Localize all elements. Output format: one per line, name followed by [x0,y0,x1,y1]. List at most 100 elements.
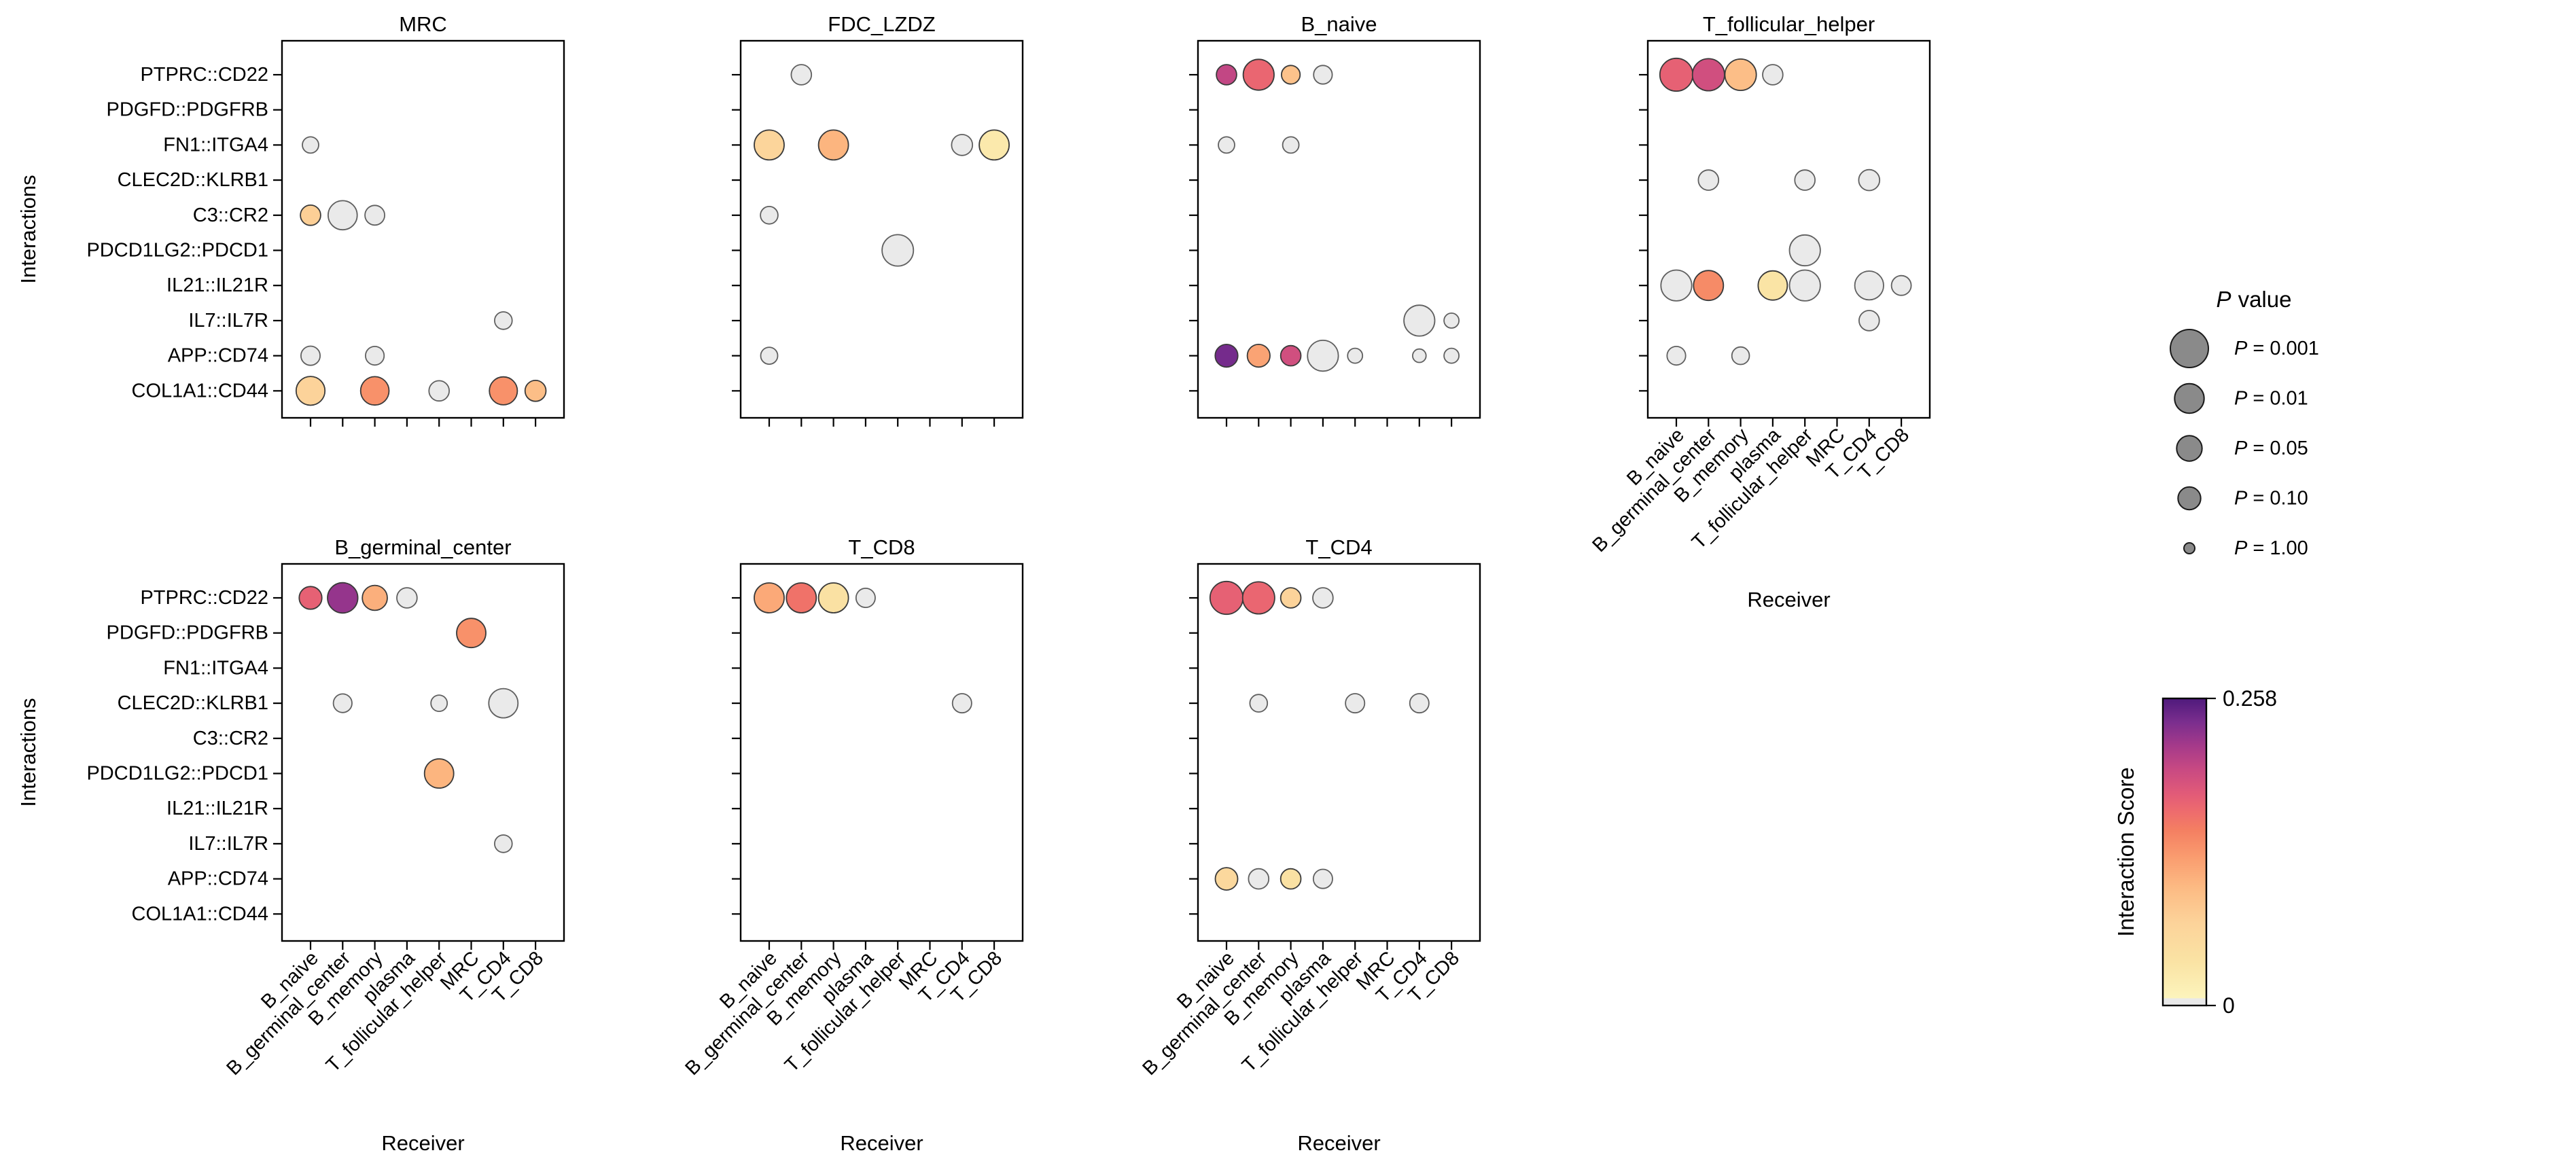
bubble [1241,581,1275,615]
legend-entry-text: = 0.001 [2253,338,2319,359]
bubble [790,64,813,86]
y-tick-label: IL7::IL7R [188,310,268,332]
legend-entry-label: P = 0.10 [2234,488,2308,510]
bubble [1693,270,1725,302]
panel-T_CD4: T_CD4B_naiveB_germinal_centerB_memorypla… [1138,535,1481,1155]
y-tick-label: C3::CR2 [193,204,268,226]
panel-border [281,563,565,942]
p-symbol: P [2234,488,2248,510]
bubble [1246,343,1271,368]
bubble [300,204,321,226]
bubble [1313,65,1333,85]
bubble [1248,868,1270,890]
colorbar-title: Interaction Score [2113,767,2138,936]
bubble [428,380,451,402]
p-symbol: P [2217,287,2231,312]
bubble [1762,64,1784,86]
y-tick-label: PDGFD::PDGFRB [107,99,268,121]
bubble [951,693,972,714]
bubble [302,136,319,154]
bubble [1409,693,1430,714]
y-tick-label: IL21::IL21R [166,798,268,819]
x-axis-label: Receiver [840,1131,923,1155]
bubble [1312,868,1333,889]
p-symbol: P [2234,338,2248,359]
bubble [1403,304,1436,337]
legend-size-circle [2176,435,2203,462]
y-tick-label: APP::CD74 [168,868,268,890]
bubble [1216,64,1237,86]
bubble [328,200,358,231]
bubble [1757,270,1788,301]
bubble [1312,587,1334,609]
legend-entry-label: P = 0.05 [2234,438,2308,459]
bubble [1280,587,1302,609]
panel-border [739,563,1024,942]
bubble [1660,269,1693,302]
bubble [396,587,418,609]
panel-title: B_germinal_center [334,535,511,559]
bubble [1214,343,1239,368]
p-title-rest: value [2238,287,2292,312]
bubble [456,618,487,649]
y-tick-label: COL1A1::CD44 [132,380,269,402]
bubble [1724,58,1757,92]
y-tick-label: PDCD1LG2::PDCD1 [86,763,268,785]
legend-entry-label: P = 0.001 [2234,338,2319,359]
bubble [488,688,519,719]
bubble [298,586,323,610]
bubble [1854,270,1884,301]
bubble [524,379,547,402]
bubble [1697,169,1720,191]
bubble [1242,58,1275,91]
y-tick-label: IL21::IL21R [166,274,268,296]
y-tick-label: CLEC2D::KLRB1 [118,692,268,714]
bubble [1411,348,1427,363]
bubble [300,345,321,366]
colorbar: 0.258 0 Interaction Score [2113,686,2277,1018]
y-tick-label: PTPRC::CD22 [140,587,268,609]
panel-title: T_follicular_helper [1703,12,1875,36]
bubble [332,693,353,713]
panel-title: MRC [399,12,447,36]
bubble [1218,136,1235,154]
panel-title: B_naive [1301,12,1377,36]
bubble [1280,868,1302,890]
panel-title: T_CD4 [1305,535,1372,559]
bubble [1794,169,1816,191]
bubble [1788,234,1821,267]
bubble [493,311,513,330]
y-tick-label: PDCD1LG2::PDCD1 [86,240,268,262]
panel-border [1197,39,1481,419]
x-axis-label: Receiver [1297,1131,1380,1155]
panel-border [1197,563,1481,942]
panel-MRC: MRCPTPRC::CD22PDGFD::PDGFRBFN1::ITGA4CLE… [86,12,565,427]
bubble [1249,694,1269,713]
bubble [430,694,448,713]
bubble [786,582,817,613]
panel-B_germinal_center: B_germinal_centerPTPRC::CD22PDGFD::PDGFR… [86,535,565,1155]
bubble [1209,580,1244,616]
bubble [1666,345,1687,366]
bubble [754,129,785,161]
legend-size-circle [2170,329,2209,368]
bubble [423,758,455,789]
x-axis-label: Receiver [1747,588,1830,611]
panel-border [739,39,1024,419]
bubble [359,376,390,406]
y-tick-label: IL7::IL7R [188,833,268,855]
x-axis-label: Receiver [381,1131,464,1155]
bubble [1858,310,1880,332]
bubble [493,834,513,853]
y-tick-label: COL1A1::CD44 [132,903,269,925]
bubble [754,582,785,613]
bubble [951,134,974,156]
y-tick-label: FN1::ITGA4 [163,657,268,679]
legend-entry-text: = 0.10 [2253,488,2308,510]
bubble [1731,346,1750,366]
bubble [1890,274,1912,296]
